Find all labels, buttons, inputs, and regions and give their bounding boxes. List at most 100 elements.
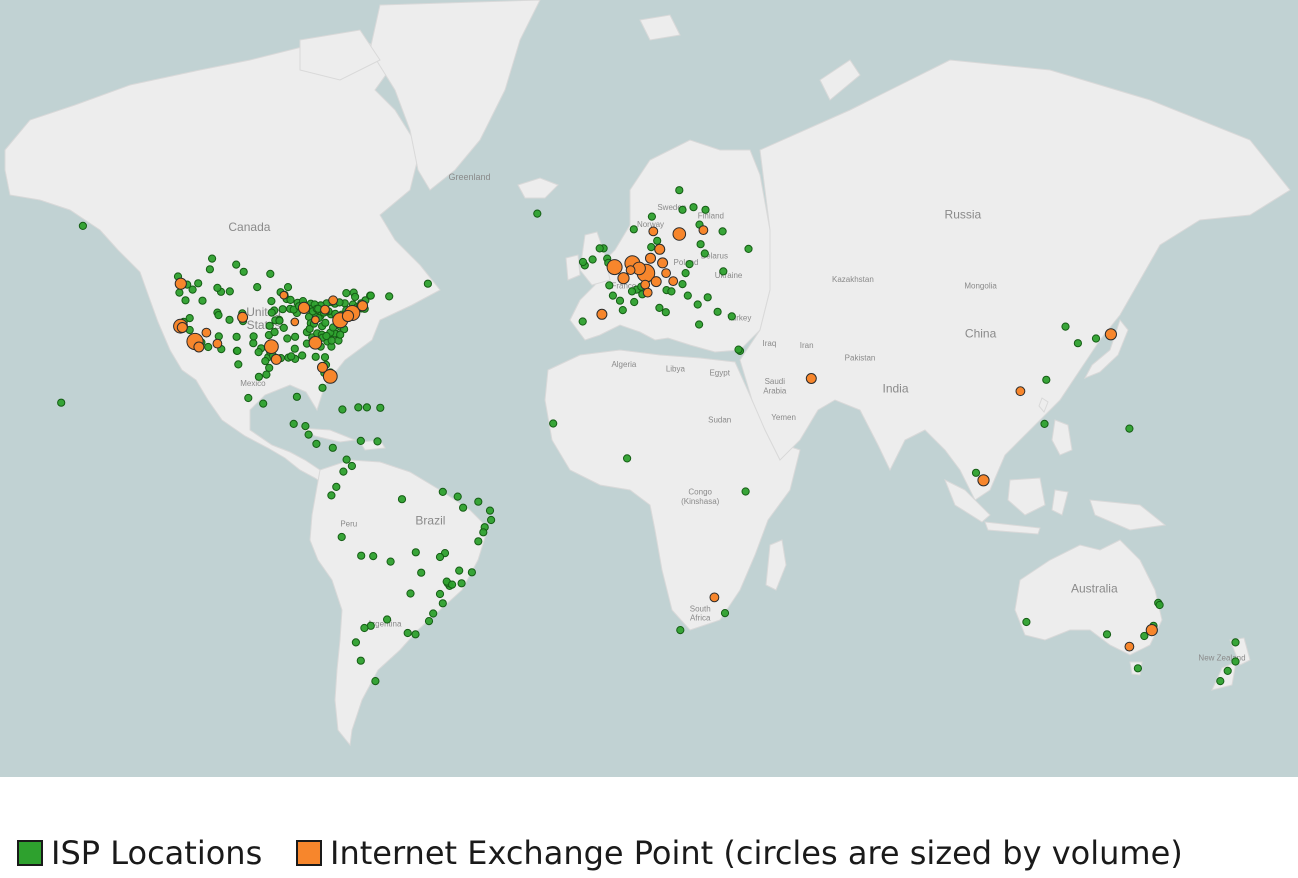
isp-location-marker [424, 617, 434, 626]
isp-location-marker [1040, 419, 1049, 428]
map-label: Belarus [701, 252, 728, 261]
isp-location-marker [1223, 666, 1232, 676]
isp-location-marker [1216, 677, 1225, 686]
isp-location-marker [266, 269, 275, 278]
landmass-philippines [1051, 419, 1073, 456]
map-label: (Kinshasa) [681, 497, 720, 506]
map-label: Sudan [708, 415, 731, 424]
isp-location-marker [198, 296, 207, 305]
map-label: Canada [228, 220, 270, 234]
isp-location-marker [479, 528, 488, 537]
isp-location-marker [693, 300, 702, 309]
isp-swatch-icon [17, 840, 43, 866]
isp-location-marker [360, 623, 369, 633]
ixp-marker [977, 474, 990, 487]
legend-label-isp: ISP Locations [51, 834, 263, 872]
map-label: Peru [340, 519, 357, 528]
map-label: Congo [688, 488, 712, 497]
isp-location-marker [720, 609, 730, 618]
isp-location-marker [337, 532, 346, 542]
map-label: Turkey [727, 313, 751, 322]
landmass-iceland [517, 177, 559, 199]
isp-location-marker [661, 308, 670, 317]
isp-location-marker [578, 317, 587, 326]
isp-location-marker [259, 399, 268, 408]
isp-location-marker [287, 352, 296, 361]
ixp-marker [698, 225, 709, 236]
land-layer [4, 0, 1291, 747]
landmass-ireland [565, 254, 581, 281]
ixp-marker [176, 322, 188, 333]
isp-location-marker [214, 311, 223, 320]
isp-location-marker [265, 321, 274, 330]
legend-item-ixp: Internet Exchange Point (circles are siz… [296, 833, 1183, 873]
isp-location-marker [194, 279, 203, 288]
isp-location-marker [438, 487, 447, 496]
isp-location-marker [338, 405, 347, 414]
isp-location-marker [474, 497, 483, 506]
landmass-taiwan [1038, 397, 1049, 413]
map-label: Libya [666, 364, 686, 373]
isp-location-marker [267, 297, 276, 306]
isp-location-marker [342, 455, 351, 464]
isp-location-marker [351, 292, 360, 301]
map-label: Ukraine [715, 271, 743, 280]
isp-location-marker [351, 638, 360, 647]
isp-location-marker [289, 419, 298, 428]
isp-location-marker [588, 255, 597, 264]
isp-location-marker [695, 320, 704, 329]
landmass-madagascar [765, 539, 787, 591]
landmass-sumatra [944, 478, 991, 523]
ixp-marker [279, 290, 289, 300]
isp-location-marker [678, 280, 687, 289]
ixp-marker [1145, 624, 1158, 637]
ixp-marker [1104, 328, 1118, 341]
isp-location-marker [265, 363, 274, 372]
ixp-marker [709, 592, 720, 603]
isp-location-marker [386, 557, 395, 566]
isp-location-marker [689, 203, 698, 212]
isp-location-marker [322, 331, 331, 341]
isp-location-marker [683, 291, 692, 300]
ixp-marker [201, 327, 212, 338]
map-label: France [611, 281, 636, 290]
map-label: Egypt [709, 369, 730, 378]
map-label: India [882, 382, 908, 396]
isp-location-marker [700, 249, 709, 258]
isp-location-marker [627, 287, 637, 296]
isp-location-marker [474, 537, 483, 546]
isp-location-marker [318, 383, 327, 392]
isp-location-marker [304, 430, 313, 439]
ixp-marker [212, 338, 223, 349]
isp-location-marker [734, 345, 743, 354]
ixp-swatch-icon [296, 840, 322, 866]
isp-location-marker [411, 630, 420, 639]
isp-location-marker [1155, 600, 1164, 610]
isp-location-marker [279, 323, 288, 332]
isp-location-marker [647, 212, 657, 221]
isp-location-marker [385, 292, 394, 301]
landmass-greenland [369, 0, 541, 191]
map-label: Mexico [240, 379, 266, 388]
ixp-marker [617, 272, 630, 285]
isp-location-marker [1091, 334, 1101, 343]
isp-location-marker [681, 269, 690, 278]
isp-location-marker [618, 306, 627, 315]
map-label: Russia [945, 207, 982, 221]
isp-location-marker [332, 482, 341, 491]
ixp-marker [672, 227, 687, 241]
map-label: Arabia [763, 386, 787, 395]
isp-location-marker [1073, 339, 1083, 348]
map-label: Iraq [763, 339, 777, 348]
isp-location-marker [291, 332, 300, 341]
isp-location-marker [301, 422, 310, 431]
isp-location-marker [347, 461, 356, 471]
isp-location-marker [232, 260, 241, 269]
isp-location-marker [438, 599, 447, 608]
landmass-north-america [4, 39, 441, 497]
isp-location-marker [376, 403, 385, 412]
map-label: China [965, 326, 997, 340]
ixp-marker [297, 301, 311, 314]
landmass-sulawesi [1051, 489, 1069, 516]
ixp-marker [328, 295, 339, 306]
